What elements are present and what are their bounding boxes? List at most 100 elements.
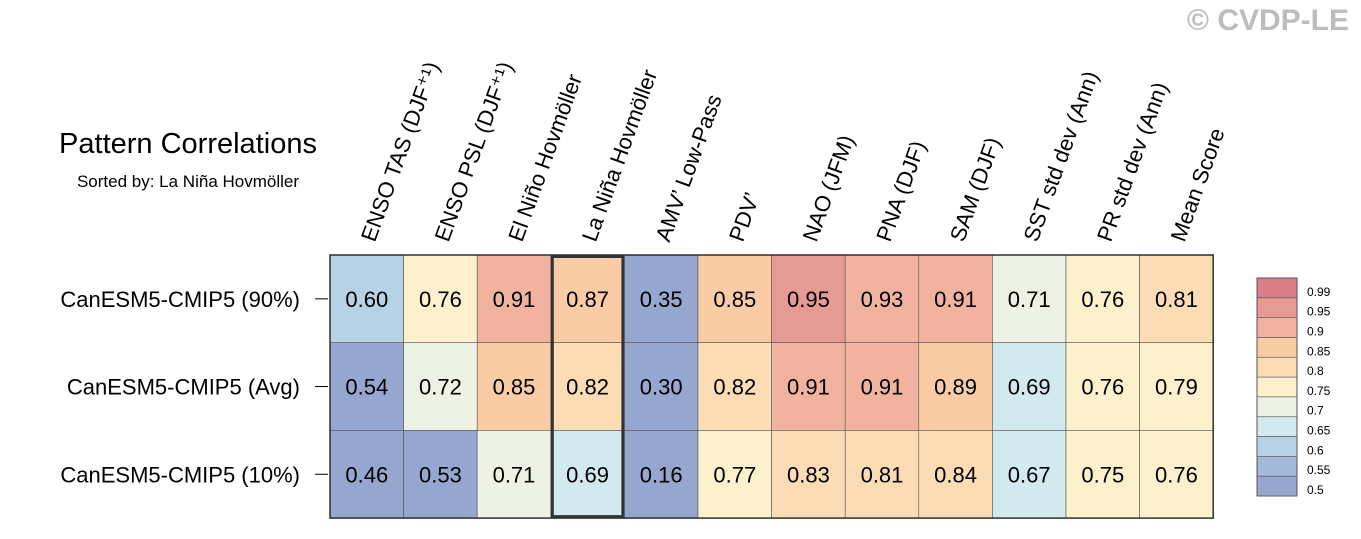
cell-value: 0.82 [566,375,609,400]
heatmap-cell [918,342,993,431]
heatmap-cell [844,254,920,343]
column-label-el-nino-hovmoller: El Niño Hovmöller [503,71,587,245]
chart-subtitle: Sorted by: La Niña Hovmöller [77,172,299,191]
heatmap-cell [476,254,552,343]
cell-value: 0.91 [787,375,830,400]
heatmap-cell [624,430,699,519]
colorbar-swatch [1257,297,1297,318]
column-label-enso-psl-djf: ENSO PSL (DJF⁺¹) [430,58,518,244]
cell-value: 0.71 [493,462,536,487]
cell-value: 0.84 [934,462,977,487]
heatmap-cell [918,254,993,343]
cell-value: 0.89 [934,375,977,400]
heatmap-cell [992,342,1067,431]
colorbar-label: 0.75 [1307,384,1331,398]
heatmap-frame [329,254,1214,519]
heatmap-cell [329,430,404,519]
cell-value: 0.85 [493,375,536,400]
colorbar-label: 0.65 [1307,424,1331,438]
colorbar-label: 0.6 [1307,443,1324,457]
heatmap-cell [844,342,920,431]
heatmap-cell [1065,430,1140,519]
column-label-pna-djf: PNA (DJF) [871,137,930,244]
heatmap-cell [697,430,772,519]
heatmap-cell [771,254,846,343]
cell-value: 0.91 [493,287,536,312]
colorbar-swatch [1257,416,1297,437]
heatmap-cell [1139,430,1214,519]
heatmap-cell [403,342,478,431]
row-label: CanESM5-CMIP5 (Avg) [67,375,300,400]
cell-value: 0.69 [1008,375,1051,400]
heatmap-cell [1139,254,1214,343]
colorbar-swatch [1257,396,1297,417]
colorbar-label: 0.8 [1307,364,1324,378]
cell-value: 0.76 [419,287,462,312]
heatmap-cell [550,254,625,343]
heatmap-cell [697,342,772,431]
colorbar-swatch [1257,278,1297,298]
colorbar-label: 0.7 [1307,404,1324,418]
cell-value: 0.16 [640,462,683,487]
column-label-sam-djf: SAM (DJF) [945,134,1006,245]
colorbar-swatch [1257,436,1297,457]
cell-value: 0.85 [713,287,756,312]
column-label-mean-score: Mean Score [1166,125,1230,245]
column-label-nao-jfm: NAO (JFM) [798,132,860,245]
cell-value: 0.79 [1155,375,1198,400]
cell-value: 0.67 [1008,462,1051,487]
heatmap-cell [403,430,478,519]
cell-value: 0.46 [345,462,388,487]
colorbar-swatch [1257,317,1297,338]
column-label-amv-low-pass: AMV’ Low-Pass [650,91,726,245]
cell-value: 0.72 [419,375,462,400]
cell-value: 0.75 [1081,462,1124,487]
colorbar-swatch [1257,456,1297,477]
colorbar-label: 0.85 [1307,344,1331,358]
cell-value: 0.60 [345,287,388,312]
chart-title: Pattern Correlations [59,128,317,160]
cell-value: 0.77 [713,462,756,487]
heatmap-cell [1065,342,1140,431]
cell-value: 0.93 [861,287,904,312]
column-label-la-nina-hovmoller: La Niña Hovmöller [577,66,662,245]
column-label-pr-std-dev-ann: PR std dev (Ann) [1092,79,1173,245]
heatmap-cell [992,254,1067,343]
heatmap-cell [476,342,552,431]
heatmap-cell [329,342,404,431]
colorbar-swatch [1257,357,1297,378]
cell-value: 0.91 [934,287,977,312]
colorbar-swatch [1257,377,1297,397]
colorbar-label: 0.55 [1307,463,1331,477]
heatmap-cell [992,430,1067,519]
cell-value: 0.95 [787,287,830,312]
colorbar-swatch [1257,337,1297,358]
row-labels: CanESM5-CMIP5 (90%) CanESM5-CMIP5 (Avg) Ca… [60,287,328,487]
cell-value: 0.54 [345,375,388,400]
cell-value: 0.83 [787,462,830,487]
heatmap-cell [1139,342,1214,431]
heatmap-cell [550,342,625,431]
cell-value: 0.35 [640,287,683,312]
watermark: © CVDP-LE [1187,4,1349,37]
column-label-pdv: PDV’ [724,189,765,245]
column-labels: ENSO TAS (DJF⁺¹)ENSO PSL (DJF⁺¹)El Niño … [356,58,1230,244]
cell-value: 0.76 [1081,375,1124,400]
highlight-box [550,255,625,519]
cell-value: 0.81 [861,462,904,487]
cell-value: 0.87 [566,287,609,312]
row-label: CanESM5-CMIP5 (90%) [60,287,300,312]
row-label: CanESM5-CMIP5 (10%) [60,462,300,487]
cell-value: 0.53 [419,462,462,487]
cell-value: 0.81 [1155,287,1198,312]
colorbar-label: 0.9 [1307,324,1324,338]
cell-value: 0.69 [566,462,609,487]
cell-value: 0.82 [713,375,756,400]
colorbar-label: 0.5 [1307,483,1324,497]
cell-value: 0.76 [1155,462,1198,487]
heatmap-cell-labels: 0.60 0.76 0.91 0.87 0.35 0.85 0.95 0.93 0.91 0.71… [345,287,1197,487]
heatmap-cell [329,254,404,343]
colorbar: 0.99 0.95 0.9 0.85 0.8 0.75 0.7 0.65 0.6 0.55 0.5 [1256,277,1331,497]
heatmap-cell [624,342,699,431]
